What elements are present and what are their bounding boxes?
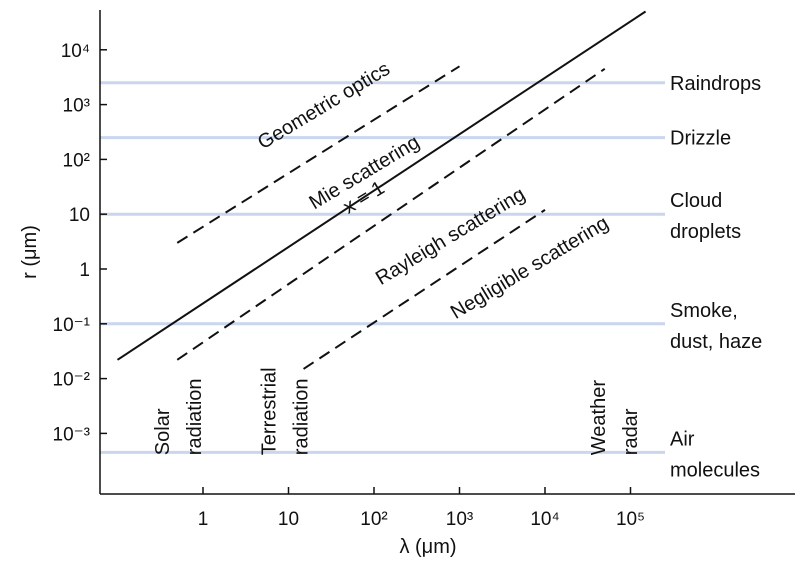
y-tick-label: 10⁻¹ <box>53 315 91 336</box>
particle-level-lines <box>100 81 665 454</box>
y-axis-ticks: 10⁻³ 10⁻² 10⁻¹ 1 10 10² 10³ 10⁴ <box>53 41 107 445</box>
particle-label: Smoke, <box>670 300 738 322</box>
y-tick-label: 10⁻² <box>53 370 91 391</box>
particle-label: Drizzle <box>670 128 731 150</box>
particle-label: Raindrops <box>670 73 761 95</box>
regime-boundary-lines <box>116 10 647 370</box>
x-tick-label: 10⁴ <box>530 509 559 530</box>
y-tick-label: 10⁻³ <box>53 424 91 445</box>
particle-label: Air <box>670 428 695 450</box>
particle-labels: Raindrops Drizzle Cloud droplets Smoke, dust,… <box>670 73 762 482</box>
band-label: Solar <box>152 408 174 455</box>
y-tick-label: 10⁴ <box>61 41 90 62</box>
band-label: radiation <box>184 378 206 455</box>
region-label: Geometric optics <box>254 58 394 154</box>
plot-frame <box>99 10 795 495</box>
x-tick-label: 10 <box>278 509 299 530</box>
particle-label: molecules <box>670 459 760 481</box>
band-label: Weather <box>588 380 610 456</box>
y-tick-label: 10² <box>63 150 90 171</box>
particle-label: droplets <box>670 221 741 243</box>
band-label: radiation <box>290 378 312 455</box>
dashed-boundary-line <box>303 209 546 370</box>
band-label: Terrestrial <box>258 367 280 455</box>
solid-boundary-line <box>116 10 647 361</box>
dashed-boundary-line <box>176 67 606 361</box>
particle-label: dust, haze <box>670 331 762 353</box>
y-axis-label: r (μm) <box>19 225 41 279</box>
y-tick-label: 1 <box>79 260 90 281</box>
band-label: radar <box>620 408 642 455</box>
x-tick-label: 1 <box>198 509 209 530</box>
band-labels: Solar radiation Terrestrial radiation Weathe… <box>152 367 642 455</box>
y-tick-label: 10³ <box>63 96 90 117</box>
x-tick-label: 10⁵ <box>616 509 645 530</box>
dashed-boundary-line <box>176 65 461 244</box>
x-axis-label: λ (μm) <box>399 536 456 558</box>
x-axis-ticks: 1 10 10² 10³ 10⁴ 10⁵ <box>198 487 645 530</box>
x-tick-label: 10² <box>360 509 387 530</box>
particle-label: Cloud <box>670 190 722 212</box>
y-tick-label: 10 <box>69 205 90 226</box>
x-tick-label: 10³ <box>446 509 473 530</box>
